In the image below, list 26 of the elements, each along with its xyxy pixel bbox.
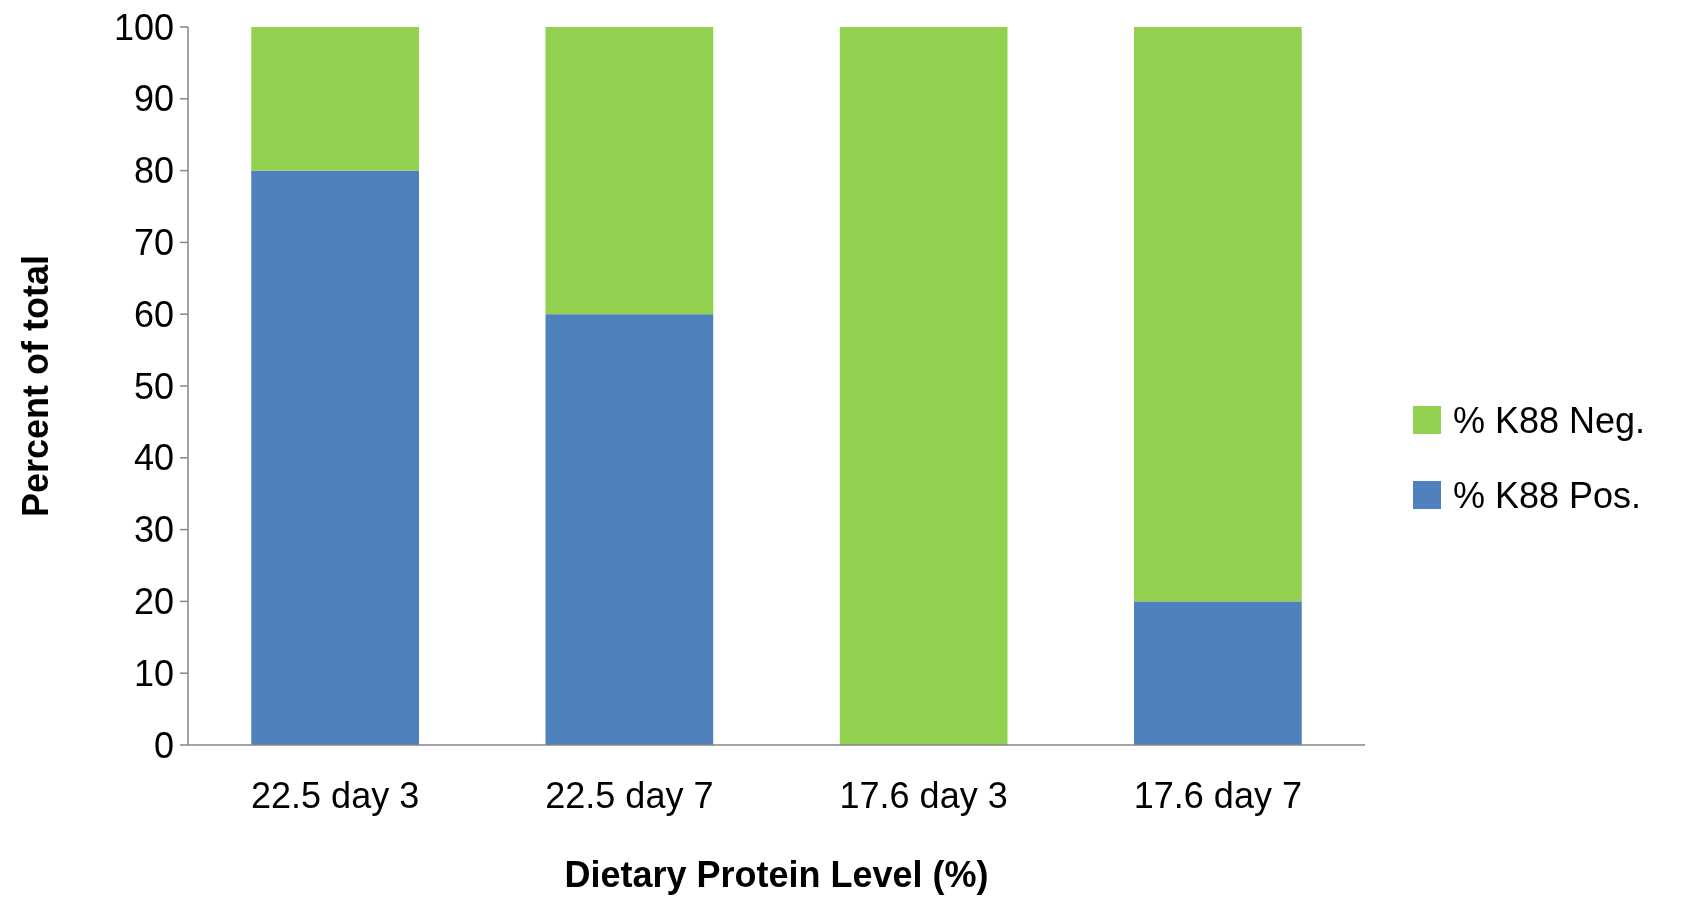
- x-axis-title: Dietary Protein Level (%): [564, 854, 989, 895]
- y-tick-label: 70: [133, 222, 174, 263]
- legend-label: % K88 Pos.: [1453, 474, 1642, 516]
- y-axis-title: Percent of total: [15, 254, 56, 518]
- legend-label: % K88 Neg.: [1453, 399, 1646, 441]
- x-tick-label: 17.6 day 3: [839, 775, 1008, 816]
- y-tick-label: 90: [133, 78, 174, 120]
- bar: [1134, 27, 1302, 602]
- y-tick-label: 80: [133, 150, 174, 192]
- bar: [1134, 601, 1302, 745]
- y-tick-label: 40: [133, 437, 174, 479]
- x-tick-label: 17.6 day 7: [1133, 775, 1302, 816]
- x-tick-label: 22.5 day 3: [251, 775, 420, 816]
- y-tick-label: 50: [133, 365, 174, 407]
- bar: [251, 27, 419, 171]
- y-tick-label: 60: [133, 293, 174, 335]
- bar: [545, 27, 714, 315]
- bar: [545, 314, 714, 745]
- y-tick-label: 0: [153, 724, 174, 766]
- y-tick-label: 10: [133, 652, 174, 694]
- x-tick-label: 22.5 day 7: [545, 775, 714, 816]
- bar: [251, 170, 419, 745]
- bar: [839, 27, 1008, 745]
- y-tick-label: 100: [113, 6, 174, 48]
- y-tick-label: 30: [133, 509, 174, 551]
- y-tick-label: 20: [133, 581, 174, 622]
